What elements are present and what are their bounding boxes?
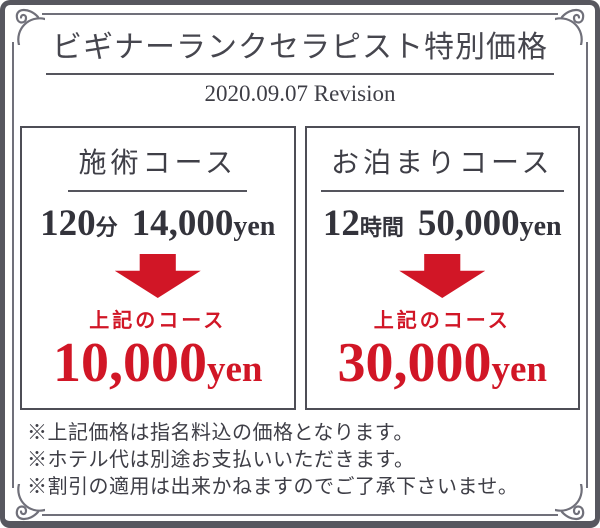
discount-label: 上記のコース [89, 310, 227, 332]
original-price: 50,000 [417, 203, 520, 244]
course-name: 施術コース [68, 141, 248, 192]
original-price-line: 120分 14,000yen [22, 205, 294, 242]
course-box-overnight: お泊まりコース 12時間 50,000yen 上記のコース 30,000yen [304, 126, 580, 410]
footnotes: ※上記価格は指名料込の価格となります。 ※ホテル代は別途お支払いいただきます。 … [27, 420, 518, 501]
down-arrow-icon [399, 254, 486, 298]
original-price: 14,000 [131, 203, 234, 244]
course-box-treatment: 施術コース 120分 14,000yen 上記のコース 10,000yen [20, 126, 296, 410]
frame-line-right [586, 42, 588, 488]
discount-price-line: 10,000yen [22, 335, 294, 391]
revision-date: 2020.09.07 Revision [204, 81, 396, 106]
corner-flourish-icon [5, 484, 45, 524]
frame-line-left [12, 42, 14, 488]
discount-price-line: 30,000yen [307, 335, 579, 391]
footnote-line: ※上記価格は指名料込の価格となります。 [27, 422, 414, 444]
discount-price: 10,000 [53, 332, 207, 394]
corner-flourish-icon [555, 484, 595, 524]
currency-label: yen [519, 211, 562, 242]
corner-flourish-icon [555, 5, 595, 45]
course-name: お泊まりコース [320, 141, 564, 192]
duration-unit: 時間 [359, 215, 404, 240]
corner-flourish-icon [5, 5, 45, 45]
currency-label: yen [491, 349, 548, 390]
currency-label: yen [207, 349, 263, 390]
duration-value: 12 [322, 203, 360, 244]
duration-unit: 分 [95, 215, 118, 240]
duration-value: 120 [40, 203, 96, 244]
frame-line-top [42, 13, 558, 15]
down-arrow-icon [114, 254, 201, 298]
course-panels: 施術コース 120分 14,000yen 上記のコース 10,000yen お泊ま… [20, 126, 580, 410]
discount-price: 30,000 [337, 332, 492, 394]
footnote-line: ※割引の適用は出来かねますのでご了承下さいませ。 [27, 476, 519, 498]
header: ビギナーランクセラピスト特別価格 2020.09.07 Revision [0, 22, 600, 107]
discount-label: 上記のコース [373, 310, 511, 332]
page-title: ビギナーランクセラピスト特別価格 [46, 22, 554, 75]
frame-line-bottom [42, 514, 558, 516]
original-price-line: 12時間 50,000yen [307, 205, 579, 242]
footnote-line: ※ホテル代は別途お支払いいただきます。 [27, 449, 415, 471]
currency-label: yen [233, 211, 276, 242]
